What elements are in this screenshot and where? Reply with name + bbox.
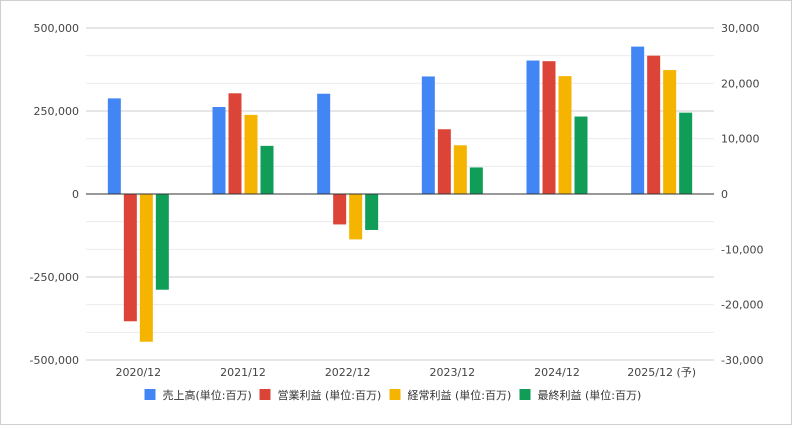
- bar: [365, 194, 379, 230]
- gridlines: [86, 27, 714, 361]
- legend-swatch: [519, 389, 531, 400]
- bar: [212, 107, 226, 194]
- bar: [260, 145, 274, 194]
- legend-swatch: [259, 389, 271, 400]
- x-tick-label: 2022/12: [325, 366, 371, 379]
- legend-label: 最終利益 (単位:百万): [538, 388, 642, 402]
- bar: [647, 55, 661, 194]
- bar: [349, 194, 363, 240]
- left-tick-label: 0: [72, 188, 79, 201]
- bar: [526, 60, 540, 195]
- bar: [631, 46, 645, 195]
- bar: [574, 116, 588, 194]
- bar: [333, 194, 347, 225]
- bar: [663, 70, 677, 194]
- legend-label: 売上高(単位:百万): [163, 388, 252, 402]
- bar: [558, 76, 572, 194]
- bar: [453, 145, 467, 194]
- bar: [679, 112, 693, 194]
- right-tick-label: -10,000: [721, 243, 763, 256]
- left-tick-label: 500,000: [34, 22, 80, 35]
- x-tick-label: 2020/12: [115, 366, 161, 379]
- bar: [244, 114, 258, 194]
- bar: [317, 93, 331, 194]
- x-axis-ticks: 2020/12 2021/12 2022/12 2023/12 2024/12 2025/…: [115, 366, 696, 379]
- legend: 売上高(単位:百万) 営業利益 (単位:百万) 経常利益 (単位:百万) 最終利益 (…: [144, 388, 642, 402]
- bar: [139, 194, 153, 342]
- x-tick-label: 2023/12: [429, 366, 475, 379]
- right-tick-label: 20,000: [721, 77, 760, 90]
- right-tick-label: -20,000: [721, 299, 763, 312]
- right-tick-label: 10,000: [721, 133, 760, 146]
- legend-swatch: [144, 389, 156, 400]
- left-tick-label: 250,000: [34, 105, 80, 118]
- left-tick-label: -500,000: [30, 354, 79, 367]
- left-tick-label: -250,000: [30, 271, 79, 284]
- left-axis-ticks: 500,000 250,000 0 -250,000 -500,000: [30, 22, 79, 367]
- right-axis-ticks: 30,000 20,000 10,000 0 -10,000 -20,000 -30,000: [721, 22, 763, 367]
- x-tick-label: 2025/12 (予): [627, 366, 696, 379]
- bar: [421, 76, 435, 194]
- legend-label: 経常利益 (単位:百万): [408, 388, 512, 402]
- bar: [155, 194, 169, 290]
- right-tick-label: 0: [721, 188, 728, 201]
- bars: [107, 46, 693, 342]
- x-tick-label: 2021/12: [220, 366, 266, 379]
- legend-swatch: [389, 389, 401, 400]
- bar: [228, 93, 242, 194]
- bar: [542, 61, 556, 195]
- bar: [469, 167, 483, 194]
- bar: [437, 129, 451, 194]
- right-tick-label: 30,000: [721, 22, 760, 35]
- bar: [107, 98, 121, 194]
- x-tick-label: 2024/12: [534, 366, 580, 379]
- legend-label: 営業利益 (単位:百万): [278, 388, 382, 402]
- bar: [123, 194, 137, 322]
- right-tick-label: -30,000: [721, 354, 763, 367]
